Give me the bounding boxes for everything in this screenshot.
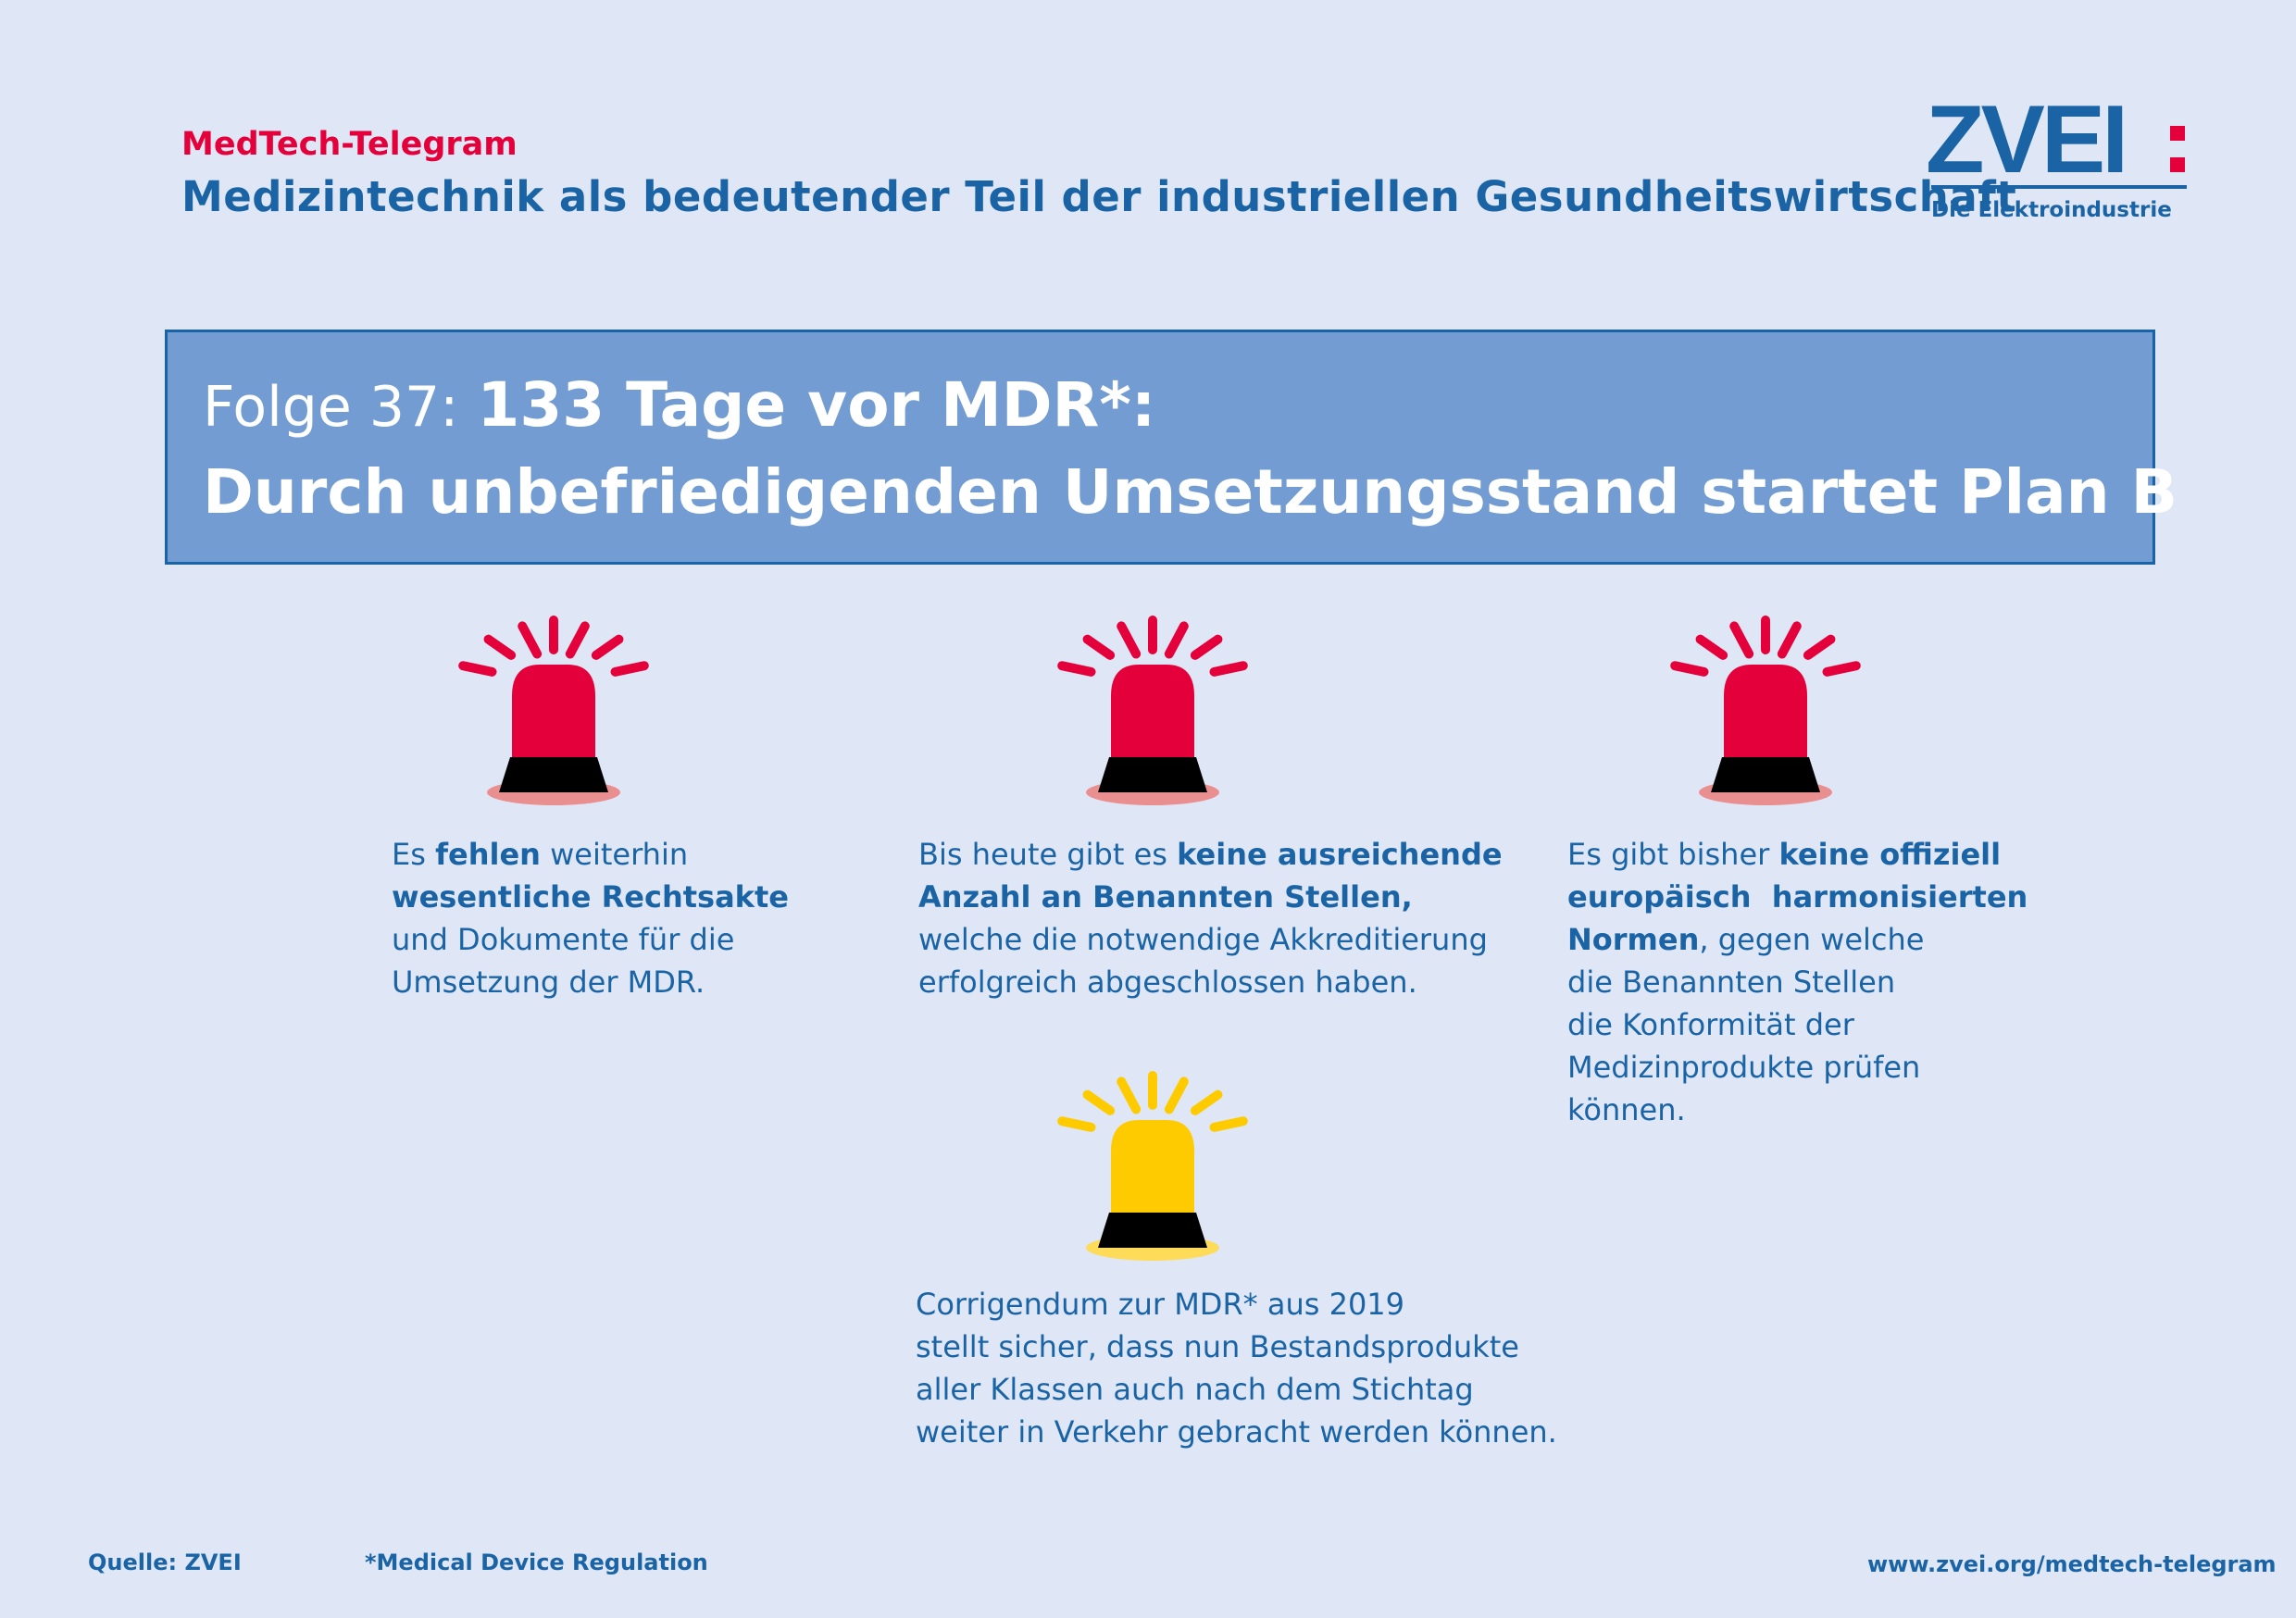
emphasis-text: wesentliche Rechtsakte bbox=[392, 879, 789, 915]
siren-dome bbox=[1111, 1120, 1194, 1214]
light-ray bbox=[610, 661, 649, 677]
page-subtitle: Medizintechnik als bedeutender Teil der … bbox=[181, 172, 2017, 221]
alert-text-corrigendum: Corrigendum zur MDR* aus 2019 stellt sich… bbox=[916, 1283, 1557, 1453]
light-ray bbox=[483, 634, 517, 660]
body-text: Bis heute gibt es bbox=[918, 837, 1178, 872]
red-siren-icon bbox=[1051, 602, 1254, 824]
light-ray bbox=[1117, 621, 1142, 659]
red-siren-icon bbox=[452, 602, 655, 824]
body-text: Umsetzung der MDR. bbox=[392, 965, 705, 1000]
siren-base bbox=[1098, 757, 1207, 792]
red-siren-icon bbox=[1664, 602, 1867, 824]
headline-1: 133 Tage vor MDR*: bbox=[477, 369, 1156, 441]
text-line: Es gibt bisher keine offiziell bbox=[1567, 833, 2028, 876]
light-ray bbox=[1209, 661, 1248, 677]
light-ray bbox=[1190, 1089, 1223, 1115]
text-line: welche die notwendige Akkreditierung bbox=[918, 918, 1503, 961]
light-ray bbox=[591, 634, 624, 660]
text-line: europäisch harmonisierten bbox=[1567, 876, 2028, 918]
text-line: erfolgreich abgeschlossen haben. bbox=[918, 961, 1503, 1003]
light-ray bbox=[1190, 634, 1223, 660]
kicker-title: MedTech-Telegram bbox=[181, 126, 518, 163]
body-text: die Benannten Stellen bbox=[1567, 965, 1896, 1000]
text-line: Es fehlen weiterhin bbox=[392, 833, 789, 876]
text-line: Umsetzung der MDR. bbox=[392, 961, 789, 1003]
siren-dome bbox=[512, 665, 595, 759]
light-ray bbox=[1670, 661, 1709, 677]
light-ray bbox=[1803, 634, 1836, 660]
emphasis-text: fehlen bbox=[435, 837, 541, 872]
body-text: Medizinprodukte prüfen bbox=[1567, 1050, 1921, 1085]
emphasis-text: europäisch harmonisierten bbox=[1567, 879, 2028, 915]
text-line: Anzahl an Benannten Stellen, bbox=[918, 876, 1503, 918]
emphasis-text: keine ausreichende bbox=[1177, 837, 1503, 872]
body-text: welche die notwendige Akkreditierung bbox=[918, 922, 1488, 957]
logo-tagline: Die Elektroindustrie bbox=[1931, 198, 2172, 222]
alert-text-legal-acts: Es fehlen weiterhin wesentliche Rechtsakt… bbox=[392, 833, 789, 1003]
text-line: stellt sicher, dass nun Bestandsprodukte bbox=[916, 1326, 1557, 1368]
body-text: können. bbox=[1567, 1092, 1686, 1127]
text-line: weiter in Verkehr gebracht werden können… bbox=[916, 1411, 1557, 1453]
light-ray bbox=[1082, 1089, 1116, 1115]
text-line: Normen, gegen welche bbox=[1567, 918, 2028, 961]
light-ray bbox=[1057, 1116, 1096, 1132]
yellow-siren-icon bbox=[1051, 1057, 1254, 1279]
light-ray bbox=[1117, 1077, 1142, 1114]
body-text: erfolgreich abgeschlossen haben. bbox=[918, 965, 1417, 1000]
logo-wordmark: ZVEI bbox=[1926, 89, 2125, 193]
alert-text-standards: Es gibt bisher keine offiziell europäisch… bbox=[1567, 833, 2028, 1131]
light-ray bbox=[458, 661, 497, 677]
headline-2: Durch unbefriedigenden Umsetzungsstand s… bbox=[203, 456, 2177, 528]
text-line: können. bbox=[1567, 1089, 2028, 1131]
website-link[interactable]: www.zvei.org/medtech-telegram bbox=[1867, 1551, 2277, 1577]
siren-base bbox=[1711, 757, 1820, 792]
light-ray bbox=[1057, 661, 1096, 677]
light-ray bbox=[1164, 1077, 1189, 1114]
text-line: die Benannten Stellen bbox=[1567, 961, 2028, 1003]
body-text: aller Klassen auch nach dem Stichtag bbox=[916, 1372, 1474, 1407]
emphasis-text: keine offiziell bbox=[1778, 837, 2002, 872]
body-text: und Dokumente für die bbox=[392, 922, 735, 957]
light-ray bbox=[565, 621, 590, 659]
siren-base bbox=[499, 757, 608, 792]
body-text: Corrigendum zur MDR* aus 2019 bbox=[916, 1287, 1405, 1322]
episode-label: Folge 37: bbox=[203, 375, 459, 440]
text-line: aller Klassen auch nach dem Stichtag bbox=[916, 1368, 1557, 1411]
banner-line-1: Folge 37: 133 Tage vor MDR*: bbox=[203, 369, 1155, 441]
text-line: wesentliche Rechtsakte bbox=[392, 876, 789, 918]
text-line: Corrigendum zur MDR* aus 2019 bbox=[916, 1283, 1557, 1326]
text-line: Medizinprodukte prüfen bbox=[1567, 1046, 2028, 1089]
text-line: und Dokumente für die bbox=[392, 918, 789, 961]
siren-dome bbox=[1111, 665, 1194, 759]
footnote: *Medical Device Regulation bbox=[365, 1550, 708, 1575]
light-ray bbox=[1695, 634, 1728, 660]
light-ray bbox=[1822, 661, 1861, 677]
headline-banner: Folge 37: 133 Tage vor MDR*: Durch unbefr… bbox=[165, 330, 2177, 565]
light-ray bbox=[1729, 621, 1754, 659]
light-ray bbox=[1777, 621, 1802, 659]
body-text: Es bbox=[392, 837, 436, 872]
text-line: die Konformität der bbox=[1567, 1003, 2028, 1046]
body-text: stellt sicher, dass nun Bestandsprodukte bbox=[916, 1329, 1519, 1364]
body-text: , gegen welche bbox=[1699, 922, 1925, 957]
light-ray bbox=[1082, 634, 1116, 660]
body-text: die Konformität der bbox=[1567, 1007, 1854, 1042]
body-text: weiterhin bbox=[540, 837, 689, 872]
body-text: Es gibt bisher bbox=[1567, 837, 1779, 872]
light-ray bbox=[518, 621, 543, 659]
siren-dome bbox=[1724, 665, 1807, 759]
body-text: weiter in Verkehr gebracht werden können… bbox=[916, 1414, 1557, 1450]
source-note: Quelle: ZVEI bbox=[88, 1550, 242, 1575]
emphasis-text: Anzahl an Benannten Stellen, bbox=[918, 879, 1413, 915]
siren-base bbox=[1098, 1213, 1207, 1248]
zvei-logo: ZVEI Die Elektroindustrie bbox=[1926, 86, 2203, 228]
light-ray bbox=[1164, 621, 1189, 659]
alert-text-notified-bodies: Bis heute gibt es keine ausreichende Anza… bbox=[918, 833, 1503, 1003]
light-ray bbox=[1209, 1116, 1248, 1132]
text-line: Bis heute gibt es keine ausreichende bbox=[918, 833, 1503, 876]
emphasis-text: Normen bbox=[1567, 922, 1700, 957]
